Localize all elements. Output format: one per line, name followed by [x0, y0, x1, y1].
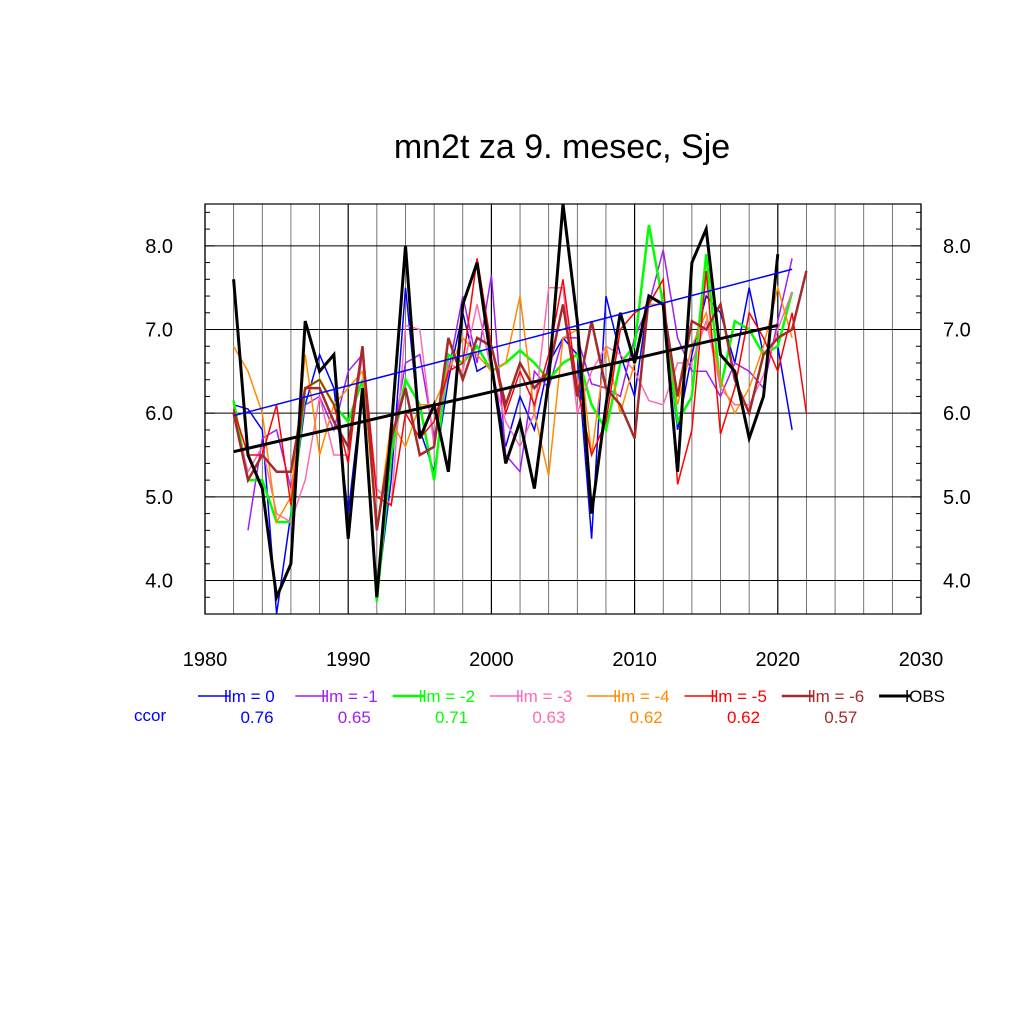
x-tick-label: 2030 — [899, 649, 944, 671]
y-tick-label-right: 7.0 — [943, 320, 971, 342]
legend-label: lm = -2 — [423, 687, 475, 706]
x-tick-label: 1980 — [183, 649, 228, 671]
series-line-lm-5 — [232, 258, 808, 507]
series-line-obs — [232, 203, 780, 603]
plot-frame — [204, 203, 922, 615]
legend-label: lm = 0 — [228, 687, 275, 706]
y-tick-label-right: 6.0 — [943, 403, 971, 425]
y-tick-label-left: 5.0 — [145, 487, 173, 509]
y-tick-label-left: 7.0 — [145, 320, 173, 342]
legend-label: lm = -3 — [520, 687, 572, 706]
y-tick-label-left: 8.0 — [145, 236, 173, 258]
legend: lm = 0 0.76 lm = -1 0.65 lm = -2 0.71 lm = -3 0… — [134, 687, 945, 727]
x-tick-label: 2010 — [612, 649, 657, 671]
axis-ticks: 4.0 4.0 5.0 5.0 6.0 6.0 7.0 7.0 8.0 8.0 1980 1990 20… — [145, 211, 971, 671]
legend-label: lm = -6 — [812, 687, 864, 706]
legend-label: OBS — [909, 687, 945, 706]
legend-label: lm = -5 — [715, 687, 767, 706]
x-tick-label: 1990 — [326, 649, 371, 671]
chart-title: mn2t za 9. mesec, Sje — [394, 128, 730, 166]
legend-ccor-value: 0.71 — [435, 708, 468, 727]
plot-border — [204, 203, 922, 615]
y-tick-label-left: 4.0 — [145, 571, 173, 593]
legend-ccor-value: 0.57 — [824, 708, 857, 727]
ccor-label: ccor — [134, 706, 166, 725]
x-tick-label: 2000 — [469, 649, 514, 671]
legend-label: lm = -1 — [325, 687, 377, 706]
y-tick-label-right: 5.0 — [943, 487, 971, 509]
trend-line — [233, 268, 793, 417]
legend-ccor-value: 0.62 — [630, 708, 663, 727]
trend-lines — [233, 268, 793, 454]
series-line-lm-6 — [232, 270, 808, 531]
trend-line — [233, 323, 779, 454]
legend-ccor-value: 0.76 — [240, 708, 273, 727]
legend-label: lm = -4 — [617, 687, 669, 706]
x-tick-label: 2020 — [756, 649, 801, 671]
y-tick-label-right: 4.0 — [943, 571, 971, 593]
y-tick-label-right: 8.0 — [943, 236, 971, 258]
y-tick-label-left: 6.0 — [145, 403, 173, 425]
series-lines — [232, 203, 808, 615]
legend-ccor-value: 0.62 — [727, 708, 760, 727]
legend-ccor-value: 0.63 — [532, 708, 565, 727]
legend-ccor-value: 0.65 — [338, 708, 371, 727]
